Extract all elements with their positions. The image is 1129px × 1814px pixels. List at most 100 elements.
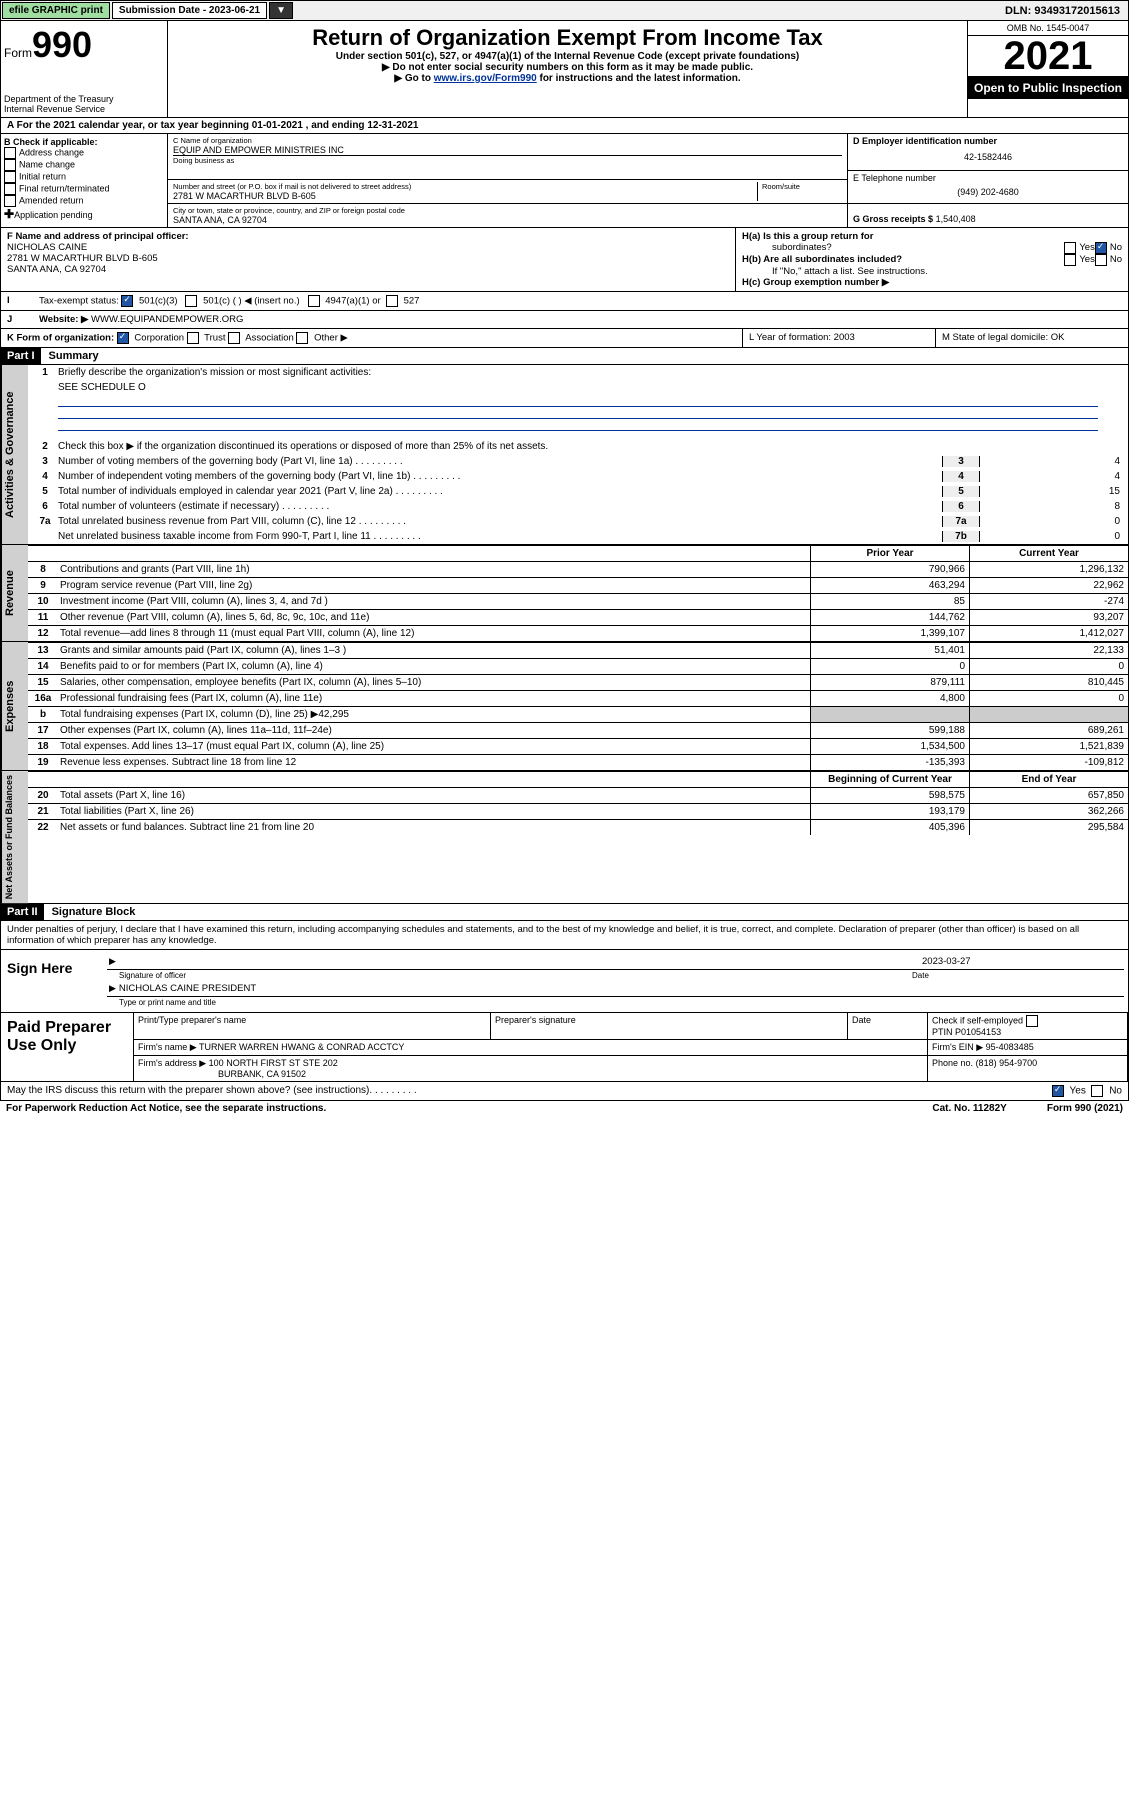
l18: Total expenses. Add lines 13–17 (must eq…	[58, 739, 810, 754]
hb-label: H(b) Are all subordinates included?	[742, 254, 902, 265]
arrow-icon2	[109, 983, 119, 994]
block-revenue: Revenue Prior YearCurrent Year 8Contribu…	[0, 545, 1129, 642]
cb-assoc[interactable]	[228, 332, 240, 344]
cb-501c3[interactable]	[121, 295, 133, 307]
ein-value: 42-1582446	[853, 146, 1123, 168]
checkbox-name[interactable]	[4, 159, 16, 171]
ha2-label: subordinates?	[742, 242, 1064, 254]
part2-header: Part II Signature Block	[0, 904, 1129, 921]
l20: Total assets (Part X, line 16)	[58, 788, 810, 803]
cb-501c[interactable]	[185, 295, 197, 307]
cb-4947[interactable]	[308, 295, 320, 307]
checkbox-final[interactable]	[4, 183, 16, 195]
label-addr-change: Address change	[19, 147, 84, 157]
l8: Contributions and grants (Part VIII, lin…	[58, 562, 810, 577]
cross-icon: ✚	[4, 207, 14, 221]
type-name-label: Type or print name and title	[107, 997, 1124, 1008]
prep-date-label: Date	[848, 1013, 928, 1040]
self-emp-label: Check if self-employed	[932, 1016, 1023, 1026]
col-b-label: B Check if applicable:	[4, 137, 164, 147]
form-title: Return of Organization Exempt From Incom…	[174, 23, 961, 51]
date-label: Date	[912, 971, 1112, 980]
firm-name-label: Firm's name ▶	[138, 1042, 197, 1052]
row-i: I Tax-exempt status: 501(c)(3) 501(c) ( …	[0, 292, 1129, 311]
l21: Total liabilities (Part X, line 26)	[58, 804, 810, 819]
py8: 790,966	[810, 562, 969, 577]
subtitle-2: ▶ Do not enter social security numbers o…	[174, 62, 961, 73]
declaration: Under penalties of perjury, I declare th…	[0, 921, 1129, 950]
phone-label: Phone no.	[932, 1058, 973, 1068]
discuss-yes[interactable]	[1052, 1085, 1064, 1097]
checkbox-init[interactable]	[4, 171, 16, 183]
cb-527[interactable]	[386, 295, 398, 307]
form990-link[interactable]: www.irs.gov/Form990	[434, 73, 537, 84]
py20: 598,575	[810, 788, 969, 803]
cy8: 1,296,132	[969, 562, 1128, 577]
hb-yes[interactable]	[1064, 254, 1076, 266]
side-expenses: Expenses	[1, 642, 28, 770]
ha-yes[interactable]	[1064, 242, 1076, 254]
l10: Investment income (Part VIII, column (A)…	[58, 594, 810, 609]
prep-name-label: Print/Type preparer's name	[134, 1013, 491, 1040]
officer-name: NICHOLAS CAINE	[7, 242, 729, 253]
cy12: 1,412,027	[969, 626, 1128, 641]
website-label: Website: ▶	[39, 314, 88, 325]
expand-button[interactable]: ▼	[269, 2, 293, 19]
org-name-label: C Name of organization	[173, 136, 842, 145]
f-label: F Name and address of principal officer:	[7, 231, 189, 242]
cy14: 0	[969, 659, 1128, 674]
officer-addr2: SANTA ANA, CA 92704	[7, 264, 729, 275]
cb-self-emp[interactable]	[1026, 1015, 1038, 1027]
v7b: 0	[979, 531, 1124, 542]
gross-label: G Gross receipts $	[853, 214, 933, 224]
street-address: 2781 W MACARTHUR BLVD B-605	[173, 191, 757, 201]
label-final: Final return/terminated	[19, 183, 110, 193]
l13: Grants and similar amounts paid (Part IX…	[58, 643, 810, 658]
prep-ptin-cell: Check if self-employed PTIN P01054153	[928, 1013, 1128, 1040]
l7a: Total unrelated business revenue from Pa…	[58, 516, 942, 527]
v3: 4	[979, 456, 1124, 467]
cat-no: Cat. No. 11282Y	[932, 1103, 1006, 1114]
ha-no[interactable]	[1095, 242, 1107, 254]
m-state: M State of legal domicile: OK	[935, 329, 1128, 347]
dln-label: DLN: 93493172015613	[997, 3, 1128, 19]
firm-ein: 95-4083485	[986, 1042, 1034, 1052]
py14: 0	[810, 659, 969, 674]
dept-label: Department of the Treasury	[4, 94, 164, 104]
discuss-no[interactable]	[1091, 1085, 1103, 1097]
paperwork-notice: For Paperwork Reduction Act Notice, see …	[6, 1103, 326, 1114]
label-initial: Initial return	[19, 171, 66, 181]
l-other: Other ▶	[314, 333, 348, 344]
l9: Program service revenue (Part VIII, line…	[58, 578, 810, 593]
irs-label: Internal Revenue Service	[4, 104, 164, 114]
hb-no[interactable]	[1095, 254, 1107, 266]
city-state-zip: SANTA ANA, CA 92704	[173, 215, 842, 225]
efile-button[interactable]: efile GRAPHIC print	[2, 2, 110, 19]
firm-name: TURNER WARREN HWANG & CONRAD ACCTCY	[199, 1042, 404, 1052]
tel-value: (949) 202-4680	[853, 183, 1123, 201]
officer-addr1: 2781 W MACARTHUR BLVD B-605	[7, 253, 729, 264]
l-corp: Corporation	[134, 333, 184, 344]
open-public-badge: Open to Public Inspection	[968, 77, 1128, 99]
part1-label: Part I	[1, 348, 41, 364]
gross-value: 1,540,408	[936, 214, 976, 224]
label-name-change: Name change	[19, 159, 75, 169]
k-label: K Form of organization:	[7, 333, 114, 344]
part1-title: Summary	[41, 348, 107, 364]
checkbox-addr[interactable]	[4, 147, 16, 159]
cy13: 22,133	[969, 643, 1128, 658]
py16a: 4,800	[810, 691, 969, 706]
no3: No	[1109, 1086, 1122, 1097]
ptin-value: P01054153	[955, 1027, 1001, 1037]
py15: 879,111	[810, 675, 969, 690]
l-501c: 501(c) ( ) ◀ (insert no.)	[203, 296, 300, 307]
top-toolbar: efile GRAPHIC print Submission Date - 20…	[0, 0, 1129, 21]
cb-trust[interactable]	[187, 332, 199, 344]
cb-corp[interactable]	[117, 332, 129, 344]
checkbox-amend[interactable]	[4, 195, 16, 207]
l22: Net assets or fund balances. Subtract li…	[58, 820, 810, 835]
cb-other[interactable]	[296, 332, 308, 344]
tax-year: 2021	[968, 36, 1128, 77]
label-amended: Amended return	[19, 195, 84, 205]
l-4947: 4947(a)(1) or	[325, 296, 380, 307]
